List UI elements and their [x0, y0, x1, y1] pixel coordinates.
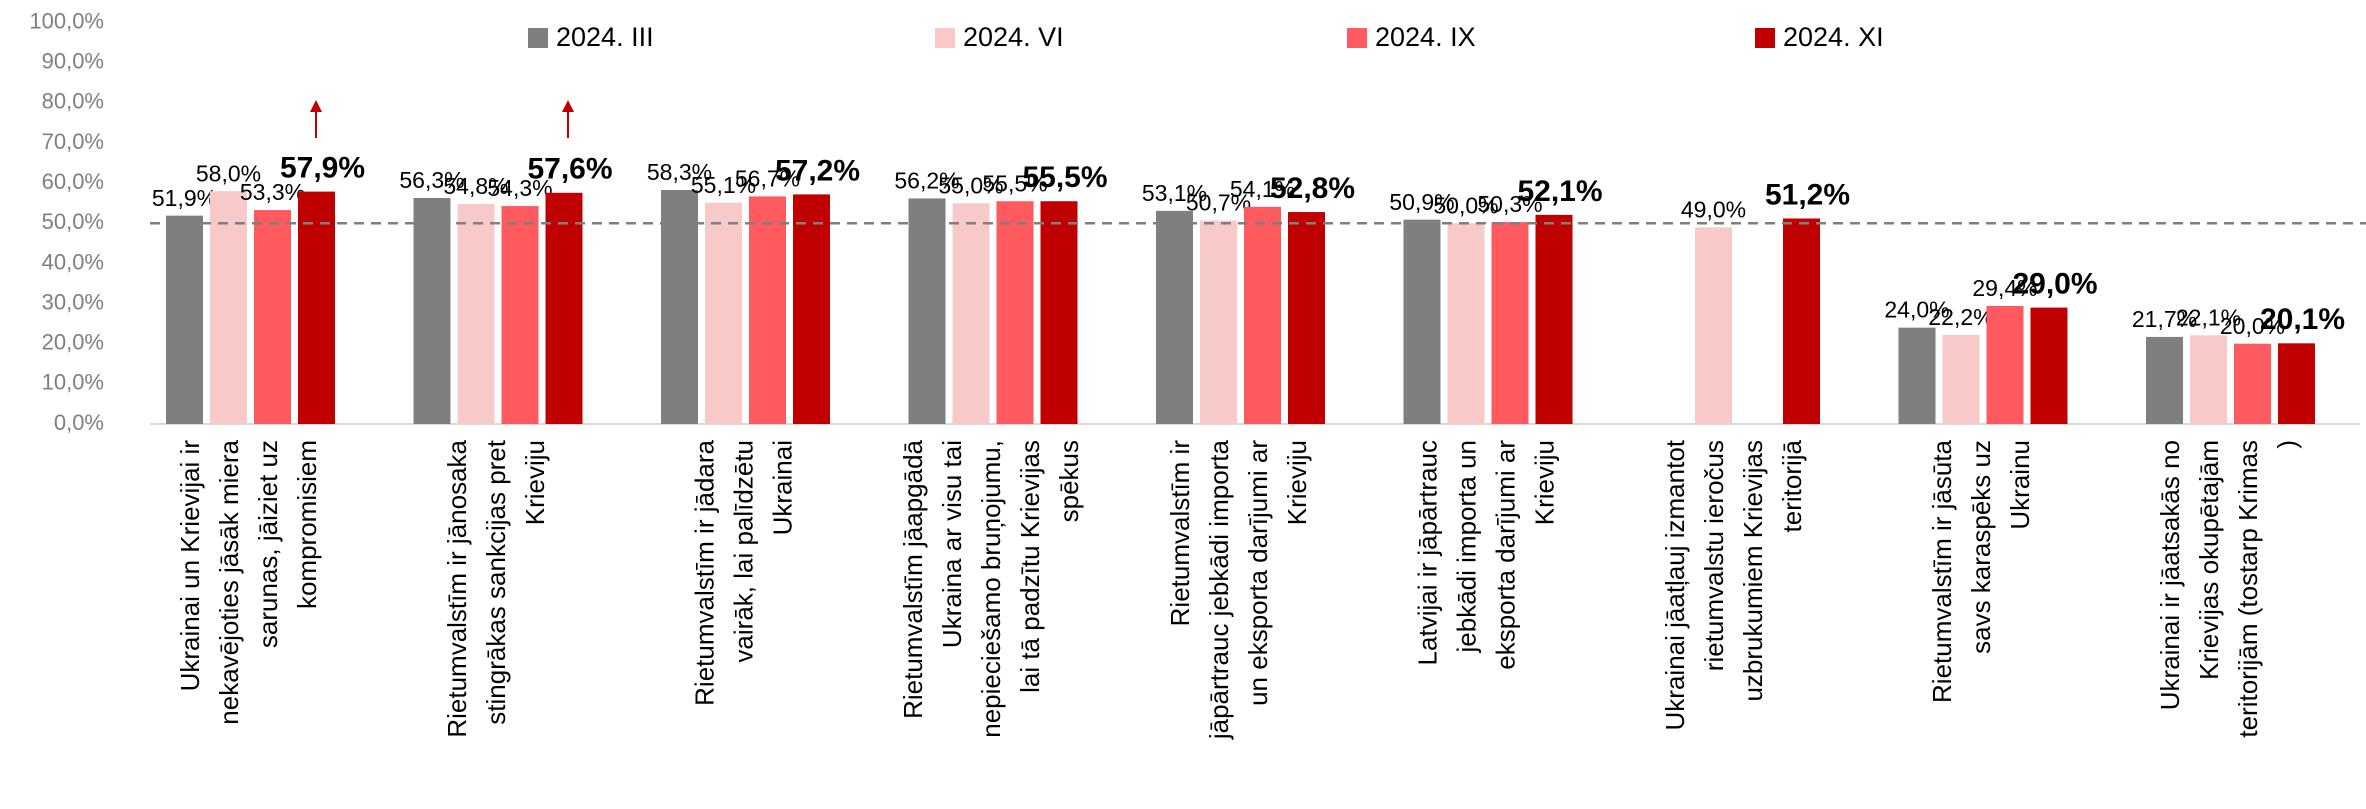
y-tick-label: 40,0% — [42, 249, 104, 274]
bar — [1200, 220, 1237, 424]
category-label: Rietumvalstīm jāapgādā Ukraina ar visu ta… — [898, 439, 1084, 737]
bar — [2234, 343, 2271, 424]
value-label: 51,2% — [1765, 178, 1850, 211]
value-label: 52,1% — [1517, 175, 1602, 208]
value-label: 53,3% — [240, 179, 305, 205]
bar — [908, 198, 946, 424]
value-label: 51,9% — [152, 185, 217, 211]
value-label: 57,2% — [775, 154, 860, 187]
value-label: 50,0% — [1433, 192, 1498, 218]
bar — [2190, 335, 2227, 424]
legend-swatch — [1755, 28, 1775, 48]
bar — [210, 191, 247, 424]
value-label: 58,0% — [196, 160, 261, 186]
y-tick-label: 20,0% — [42, 330, 104, 355]
bar — [793, 194, 830, 424]
bar — [952, 203, 990, 424]
value-label: 50,9% — [1389, 189, 1454, 215]
legend-label: 2024. XI — [1783, 22, 1884, 52]
value-label: 56,7% — [735, 165, 800, 191]
value-label: 55,5% — [982, 170, 1047, 196]
bar — [166, 215, 203, 424]
value-label: 55,0% — [938, 172, 1003, 198]
legend-swatch — [1347, 28, 1367, 48]
value-label: 54,3% — [487, 175, 552, 201]
value-label: 22,2% — [1928, 304, 1993, 330]
value-label: 20,1% — [2260, 303, 2345, 336]
category-label: Ukrainai ir jāatsakās no Krievijas okupēt… — [2155, 440, 2302, 738]
bar — [501, 206, 539, 424]
y-tick-label: 10,0% — [42, 370, 104, 395]
value-label: 24,0% — [1884, 297, 1949, 323]
category-label: Rietumvalstīm ir jānosaka stingrākas sank… — [442, 439, 550, 737]
bar — [1403, 219, 1441, 424]
legend-label: 2024. IX — [1375, 22, 1476, 52]
value-label: 22,1% — [2176, 304, 2241, 330]
bar — [1783, 218, 1820, 424]
bar — [254, 210, 291, 424]
y-tick-label: 60,0% — [42, 169, 104, 194]
bar — [2146, 336, 2183, 424]
value-label: 20,0% — [2220, 313, 2285, 339]
y-tick-label: 90,0% — [42, 49, 104, 74]
y-tick-label: 80,0% — [42, 89, 104, 114]
bar — [1288, 212, 1325, 424]
value-label: 56,2% — [894, 167, 959, 193]
bar — [1244, 206, 1281, 424]
y-tick-label: 50,0% — [42, 209, 104, 234]
value-label: 50,3% — [1477, 191, 1542, 217]
y-tick-label: 100,0% — [29, 8, 104, 33]
legend-swatch — [935, 28, 955, 48]
bar — [1535, 214, 1573, 424]
value-label: 21,7% — [2132, 306, 2197, 332]
value-label: 29,0% — [2012, 268, 2097, 301]
bar — [1040, 201, 1078, 424]
bar — [661, 189, 698, 424]
value-label: 53,1% — [1142, 180, 1207, 206]
bar — [457, 204, 495, 424]
value-label: 56,3% — [399, 167, 464, 193]
bar — [1942, 334, 1980, 424]
bar — [705, 202, 742, 424]
bar — [749, 196, 786, 424]
bar — [2278, 343, 2315, 424]
bar — [1156, 210, 1193, 424]
legend-swatch — [528, 28, 548, 48]
value-label: 54,8% — [443, 173, 508, 199]
bar — [1491, 222, 1529, 424]
bar — [996, 201, 1034, 424]
bar — [1898, 327, 1936, 424]
value-label: 29,4% — [1972, 275, 2037, 301]
value-label: 57,9% — [280, 152, 365, 185]
value-label: 54,1% — [1230, 176, 1295, 202]
y-tick-label: 30,0% — [42, 289, 104, 314]
category-label: Rietumvalstīm ir jāsūta savs karaspēks uz… — [1927, 439, 2035, 702]
category-label: Ukrainai un Krievijai ir nekavējoties jās… — [175, 439, 322, 724]
value-label: 50,7% — [1186, 190, 1251, 216]
category-label: Latvijai ir jāpārtrauc jebkādi importa un… — [1412, 440, 1559, 670]
bar — [545, 192, 583, 424]
bar — [1986, 305, 2024, 424]
value-label: 55,1% — [691, 172, 756, 198]
legend-label: 2024. III — [556, 22, 654, 52]
bar — [413, 198, 451, 424]
y-tick-label: 70,0% — [42, 129, 104, 154]
bar — [2030, 307, 2068, 424]
bar — [1695, 227, 1732, 424]
bar — [298, 191, 335, 424]
value-label: 52,8% — [1270, 172, 1355, 205]
value-label: 49,0% — [1681, 196, 1746, 222]
bar — [1447, 223, 1485, 424]
value-label: 55,5% — [1022, 161, 1107, 194]
legend-label: 2024. VI — [963, 22, 1064, 52]
category-label: Rietumvalstīm ir jāpārtrauc jebkādi impor… — [1165, 439, 1312, 740]
value-label: 57,6% — [527, 153, 612, 186]
category-label: Rietumvalstīm ir jādara vairāk, lai palīd… — [689, 439, 797, 705]
value-label: 58,3% — [647, 159, 712, 185]
category-label: Ukrainai jāatļauj izmantot rietumvalstu i… — [1660, 439, 1807, 730]
y-tick-label: 0,0% — [54, 410, 104, 435]
